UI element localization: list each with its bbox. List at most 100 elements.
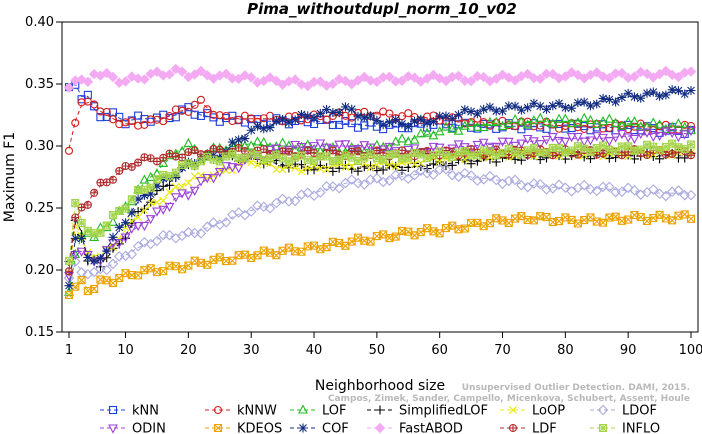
data-point (322, 152, 331, 161)
series-line (68, 150, 691, 271)
data-point (147, 154, 155, 162)
data-point (115, 166, 124, 175)
data-point (152, 207, 162, 217)
data-point (585, 136, 596, 146)
data-point (629, 92, 639, 102)
data-point (666, 186, 678, 197)
y-tick-label: 0.15 (25, 325, 54, 340)
data-point (454, 148, 463, 157)
data-point (108, 216, 118, 226)
data-point (328, 156, 337, 166)
data-point (296, 109, 306, 119)
data-point (64, 281, 74, 291)
data-point (178, 183, 186, 191)
data-point (580, 124, 589, 133)
data-point (309, 165, 319, 175)
data-point (673, 133, 684, 143)
data-point (164, 202, 175, 213)
y-tick-label: 0.25 (25, 201, 54, 216)
data-point (592, 143, 601, 153)
data-point (447, 160, 457, 170)
data-point (277, 193, 288, 205)
data-point (171, 113, 180, 122)
y-tick-label: 0.30 (25, 139, 54, 154)
x-tick-label: 90 (620, 343, 637, 358)
data-point (365, 174, 376, 185)
data-point (164, 229, 175, 241)
data-point (660, 123, 671, 133)
data-point (616, 186, 628, 198)
data-point (410, 116, 420, 126)
data-point (490, 174, 502, 186)
data-point (309, 156, 319, 165)
data-point (252, 136, 263, 146)
y-tick-label: 0.20 (25, 263, 54, 278)
plot-frame (61, 21, 699, 333)
data-point (660, 65, 672, 77)
data-point (403, 145, 414, 156)
data-point (327, 145, 338, 155)
data-point (503, 175, 515, 187)
data-point (610, 117, 621, 128)
data-point (77, 233, 87, 243)
data-point (371, 173, 383, 184)
data-point (146, 189, 156, 199)
data-point (535, 73, 546, 84)
data-point (153, 157, 161, 165)
data-point (611, 147, 620, 156)
data-point (397, 133, 407, 143)
data-point (623, 88, 633, 98)
x-tick-label: 20 (180, 343, 197, 358)
series-inflo (64, 139, 696, 265)
data-point (176, 66, 188, 77)
legend-marker (298, 423, 308, 433)
data-point (365, 143, 376, 153)
data-point (534, 178, 546, 190)
y-tick-label: 0.40 (25, 15, 54, 30)
x-tick-label: 30 (243, 343, 260, 358)
x-axis: 1 10 20 30 40 50 60 70 80 90 100 (65, 332, 702, 358)
data-point (454, 110, 464, 120)
legend-marker (108, 405, 118, 415)
data-point (523, 146, 532, 155)
data-point (102, 246, 112, 256)
x-tick-label: 100 (679, 343, 702, 358)
data-point (660, 190, 672, 202)
data-point (234, 135, 244, 145)
data-point (146, 154, 155, 163)
data-point (616, 67, 628, 79)
data-point (195, 65, 207, 77)
data-point (478, 71, 489, 83)
data-point (208, 217, 219, 228)
data-point (567, 103, 577, 113)
data-point (289, 195, 301, 207)
data-point (617, 92, 627, 102)
data-point (460, 147, 469, 156)
data-point (159, 154, 167, 162)
data-point (511, 147, 520, 156)
data-point (680, 89, 690, 99)
data-point (359, 113, 369, 123)
data-point (260, 145, 268, 153)
data-point (252, 121, 262, 131)
data-point (108, 115, 118, 124)
data-point (341, 163, 350, 171)
data-point (178, 154, 186, 162)
data-point (228, 116, 237, 126)
data-point (346, 78, 357, 90)
data-point (402, 173, 414, 185)
data-point (209, 110, 218, 119)
data-point (107, 258, 119, 270)
data-point (227, 137, 237, 147)
data-point (378, 120, 388, 130)
y-tick-label: 0.35 (25, 77, 54, 92)
data-point (70, 233, 80, 243)
data-point (404, 153, 413, 162)
data-point (648, 132, 659, 143)
data-point (504, 101, 514, 111)
data-point (472, 140, 483, 151)
data-point (322, 115, 331, 124)
data-point (259, 145, 268, 154)
legend-marker (509, 424, 517, 432)
data-point (522, 68, 533, 80)
